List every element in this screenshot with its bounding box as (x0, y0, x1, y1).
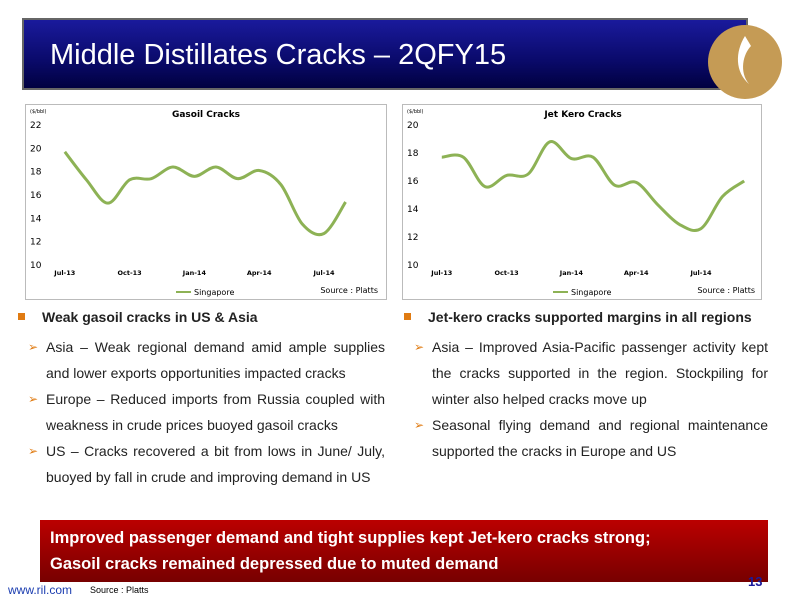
x-tick-label: Jan-14 (182, 269, 207, 277)
heading: Jet-kero cracks supported margins in all… (404, 304, 768, 330)
x-tick-label: Oct-13 (117, 269, 141, 277)
bullet: Asia – Improved Asia-Pacific passenger a… (404, 334, 768, 412)
x-tick-label: Jul-13 (430, 269, 452, 277)
x-tick-label: Jul-14 (312, 269, 334, 277)
y-unit: ($/bbl) (407, 109, 424, 115)
chart: Gasoil Cracks ($/bbl) 10 12 14 16 18 20 22 Jul-13… (30, 109, 378, 297)
source: Source : Platts (90, 585, 149, 595)
chart-title: Gasoil Cracks (172, 110, 240, 120)
chart-source: Source : Platts (697, 286, 755, 295)
legend-label: Singapore (194, 288, 234, 297)
legend-label: Singapore (571, 288, 611, 297)
x-tick-label: Jul-14 (689, 269, 711, 277)
x-tick-label: Apr-14 (247, 269, 272, 277)
left-column: Weak gasoil cracks in US & Asia Asia – We… (18, 304, 385, 490)
y-tick-label: 16 (30, 191, 42, 201)
y-tick-label: 14 (30, 214, 42, 224)
banner-line: Gasoil cracks remained depressed due to … (50, 555, 499, 573)
bullet: Asia – Weak regional demand amid ample s… (18, 334, 385, 386)
series-line (63, 150, 347, 237)
banner: Improved passenger demand and tight supp… (40, 520, 768, 582)
heading: Weak gasoil cracks in US & Asia (18, 304, 385, 330)
x-tick-label: Apr-14 (624, 269, 649, 277)
bullet: US – Cracks recovered a bit from lows in… (18, 438, 385, 490)
bullet: Seasonal flying demand and regional main… (404, 412, 768, 464)
x-tick-label: Jan-14 (559, 269, 584, 277)
y-tick-label: 14 (407, 205, 419, 215)
chart-title: Jet Kero Cracks (543, 110, 621, 120)
y-tick-label: 12 (30, 238, 41, 248)
chart-source: Source : Platts (320, 286, 378, 295)
slide-title: Middle Distillates Cracks – 2QFY15 (22, 18, 748, 90)
y-tick-label: 22 (30, 121, 41, 131)
banner-line: Improved passenger demand and tight supp… (50, 529, 651, 547)
y-unit: ($/bbl) (30, 109, 47, 115)
bullet: Europe – Reduced imports from Russia cou… (18, 386, 385, 438)
x-tick-label: Oct-13 (494, 269, 518, 277)
logo (708, 25, 782, 99)
y-tick-label: 18 (407, 149, 419, 159)
series-line (441, 140, 746, 232)
right-column: Jet-kero cracks supported margins in all… (404, 304, 768, 464)
url: www.ril.com (8, 583, 73, 597)
x-tick-label: Jul-13 (53, 269, 75, 277)
y-tick-label: 12 (407, 233, 418, 243)
y-tick-label: 20 (407, 121, 419, 131)
y-tick-label: 10 (30, 261, 42, 271)
page-number: 13 (748, 574, 763, 589)
y-tick-label: 18 (30, 168, 42, 178)
y-tick-label: 20 (30, 144, 42, 154)
y-tick-label: 10 (407, 261, 419, 271)
y-tick-label: 16 (407, 177, 419, 187)
chart: Jet Kero Cracks ($/bbl) 10 12 14 16 18 20 Jul-13… (407, 109, 755, 297)
